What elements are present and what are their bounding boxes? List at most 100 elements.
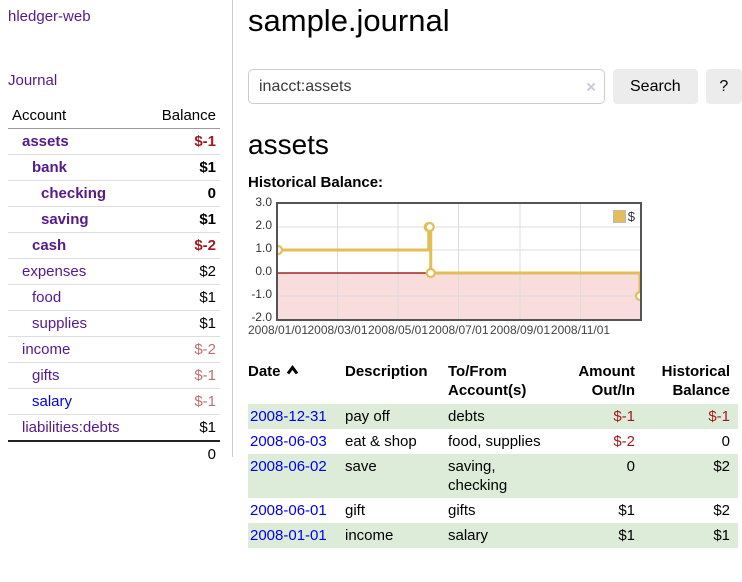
account-link-liabilities-debts[interactable]: liabilities:debts [22, 419, 120, 436]
account-row: expenses $2 [8, 258, 220, 285]
legend-swatch [612, 210, 626, 223]
transaction-amount: $-1 [613, 408, 635, 425]
account-balance: $-1 [194, 133, 216, 150]
account-balance: $-1 [147, 362, 220, 389]
transaction-balance: $1 [713, 527, 730, 544]
col-header-accounts: To/From Account(s) [448, 363, 527, 399]
accounts-total-row: 0 [8, 440, 220, 467]
col-header-description: Description [345, 363, 428, 380]
accounts-table: Account Balance assets $-1 bank $1 checkin… [8, 104, 220, 467]
register-table: Date Description To/From Account(s) Amou… [248, 361, 738, 548]
search-input[interactable] [248, 69, 605, 104]
account-link-assets[interactable]: assets [22, 133, 69, 150]
account-balance: $1 [147, 284, 220, 311]
account-balance: $1 [147, 414, 220, 441]
register-row: 2008-01-01 income salary $1 $1 [248, 523, 738, 548]
accounts-header-account: Account [8, 104, 148, 129]
y-axis-tick-label: -2.0 [251, 310, 272, 324]
account-link-checking[interactable]: checking [41, 185, 107, 202]
main-content: sample.journal × Search ? assets Histori… [248, 0, 742, 548]
transaction-date-link[interactable]: 2008-06-02 [250, 458, 327, 475]
account-link-cash[interactable]: cash [32, 237, 67, 254]
account-link-food[interactable]: food [32, 289, 62, 306]
sidebar-item-journal[interactable]: Journal [8, 72, 58, 89]
account-balance: $-2 [147, 232, 220, 259]
chart-plot-area: $ [276, 202, 642, 321]
transaction-accounts: debts [448, 408, 485, 425]
page-title: sample.journal [248, 3, 450, 38]
transaction-description: gift [345, 502, 366, 519]
transaction-accounts: gifts [448, 502, 476, 519]
transaction-date-link[interactable]: 2008-06-03 [250, 433, 327, 450]
transaction-amount: $-2 [613, 433, 635, 450]
transaction-balance: 0 [721, 433, 730, 450]
transaction-accounts: saving, checking [448, 458, 508, 494]
y-axis-tick-label: -1.0 [251, 287, 272, 301]
col-header-date[interactable]: Date [248, 361, 345, 404]
account-row: assets $-1 [8, 129, 220, 155]
transaction-amount: $1 [618, 527, 635, 544]
accounts-total-balance: 0 [147, 440, 220, 467]
x-axis-tick-label: 2008/07/01 [428, 323, 489, 337]
x-axis-tick-label: 2008/03/01 [307, 323, 368, 337]
account-balance: $-2 [147, 336, 220, 363]
transaction-accounts: food, supplies [448, 433, 541, 450]
search-button[interactable]: Search [613, 69, 698, 104]
register-row: 2008-12-31 pay off debts $-1 $-1 [248, 404, 738, 429]
x-axis-tick-label: 2008/05/01 [367, 323, 429, 337]
account-link-income[interactable]: income [22, 341, 71, 358]
y-axis-tick-label: 3.0 [255, 195, 272, 209]
y-axis-tick-label: 0.0 [255, 264, 272, 278]
account-row: liabilities:debts $1 [8, 414, 220, 441]
chart-title: Historical Balance: [248, 174, 384, 191]
sort-asc-icon [286, 365, 298, 375]
account-balance: $1 [147, 310, 220, 337]
account-balance: $1 [147, 206, 220, 233]
account-balance: $1 [147, 154, 220, 181]
transaction-date-link[interactable]: 2008-01-01 [250, 527, 327, 544]
y-axis-tick-label: 2.0 [255, 218, 272, 232]
account-balance: 0 [147, 180, 220, 207]
transaction-balance: $2 [713, 502, 730, 519]
account-row: supplies $1 [8, 310, 220, 337]
account-link-salary[interactable]: salary [32, 393, 73, 410]
transaction-description: save [345, 458, 377, 475]
transaction-amount: $1 [618, 502, 635, 519]
account-row: saving $1 [8, 206, 220, 233]
sidebar: hledger-web Journal Account Balance asse… [0, 0, 233, 467]
account-row: income $-2 [8, 336, 220, 363]
x-axis-tick-label: 2008/11/01 [550, 323, 611, 337]
col-header-amount: Amount Out/In [578, 363, 635, 399]
register-row: 2008-06-01 gift gifts $1 $2 [248, 498, 738, 523]
transaction-description: income [345, 527, 394, 544]
account-link-supplies[interactable]: supplies [32, 315, 88, 332]
account-link-bank[interactable]: bank [32, 159, 68, 176]
transaction-amount: 0 [626, 458, 635, 475]
brand-link[interactable]: hledger-web [8, 8, 91, 25]
transaction-date-link[interactable]: 2008-06-01 [250, 502, 327, 519]
accounts-header-balance: Balance [147, 104, 220, 129]
clear-search-icon[interactable]: × [586, 77, 596, 96]
account-row: checking 0 [8, 180, 220, 207]
search-bar: × Search ? [248, 69, 742, 104]
account-link-saving[interactable]: saving [41, 211, 89, 228]
account-link-gifts[interactable]: gifts [32, 367, 60, 384]
transaction-description: pay off [345, 408, 390, 425]
chart-legend: $ [612, 209, 635, 224]
x-axis-tick-label: 2008/01/01 [247, 323, 309, 337]
balance-chart: 3.0 2.0 1.0 0.0 -1.0 -2.0 $ 2008/01/01 2008/03… [247, 195, 668, 340]
account-balance: $-1 [147, 388, 220, 415]
y-axis-tick-label: 1.0 [255, 241, 272, 255]
account-link-expenses[interactable]: expenses [22, 263, 87, 280]
transaction-date-link[interactable]: 2008-12-31 [250, 408, 327, 425]
x-axis-tick-label: 2008/09/01 [489, 323, 551, 337]
account-row: salary $-1 [8, 388, 220, 415]
transaction-description: eat & shop [345, 433, 417, 450]
legend-label: $ [627, 209, 635, 224]
transaction-balance: $-1 [708, 408, 730, 425]
register-row: 2008-06-03 eat & shop food, supplies $-2… [248, 429, 738, 454]
help-button[interactable]: ? [705, 69, 742, 104]
transaction-accounts: salary [448, 527, 489, 544]
register-row: 2008-06-02 save saving, checking 0 $2 [248, 454, 738, 498]
transaction-balance: $2 [713, 458, 730, 475]
